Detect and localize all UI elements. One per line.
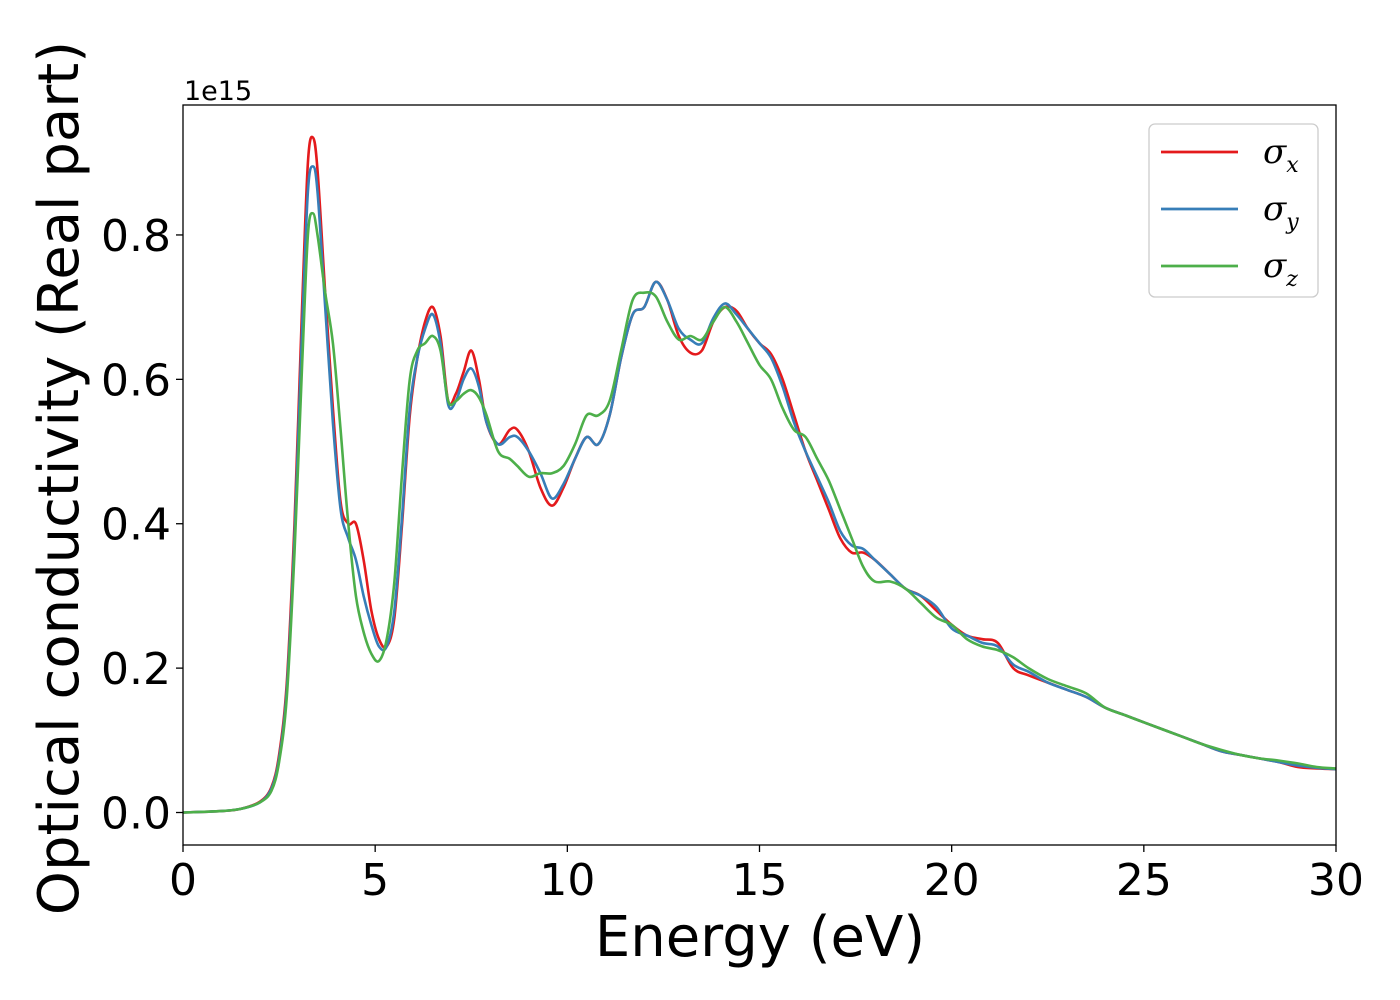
- y-tick-label: 0.8: [101, 211, 171, 262]
- x-tick-label: 0: [169, 855, 197, 906]
- x-axis-label: Energy (eV): [595, 905, 925, 970]
- x-tick-label: 15: [732, 855, 788, 906]
- series-layer: [183, 135, 1336, 814]
- y-tick-label: 0.6: [101, 355, 171, 406]
- y-offset-label: 1e15: [184, 76, 252, 107]
- y-axis-label: Optical conductivity (Real part): [27, 41, 92, 915]
- y-tick-label: 0.0: [101, 789, 171, 840]
- x-tick-label: 25: [1116, 855, 1172, 906]
- series-line-z: [183, 211, 1336, 814]
- x-tick-label: 30: [1308, 855, 1364, 906]
- series-line-y: [183, 165, 1336, 814]
- x-tick-label: 5: [361, 855, 389, 906]
- legend-box: [1148, 123, 1319, 298]
- x-tick-label: 10: [539, 855, 595, 906]
- y-tick-label: 0.4: [101, 500, 171, 551]
- y-tick-label: 0.2: [101, 644, 171, 695]
- axes-layer: 0 5 10 15 20 25 30 0.0 0.2 0.4 0.6 0.8: [101, 104, 1364, 906]
- legend-label-x: σx: [1263, 132, 1299, 178]
- x-tick-label: 20: [924, 855, 980, 906]
